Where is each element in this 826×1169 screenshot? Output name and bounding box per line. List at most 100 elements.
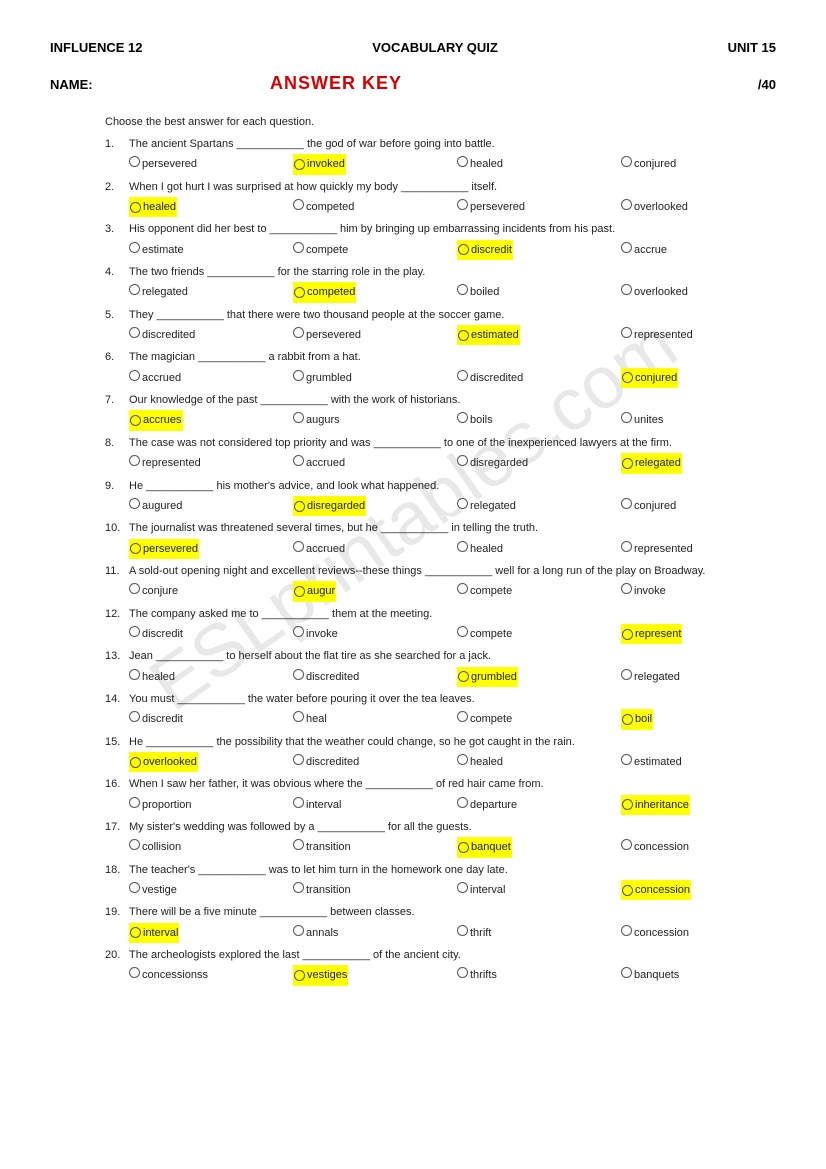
- option[interactable]: competed: [293, 282, 457, 302]
- options-row: healedcompetedpersevered overlooked: [129, 197, 776, 217]
- option[interactable]: represented: [621, 539, 785, 559]
- option[interactable]: relegated: [129, 282, 293, 302]
- option[interactable]: grumbled: [293, 368, 457, 388]
- option-label: collision: [142, 841, 181, 853]
- option[interactable]: heal: [293, 709, 457, 729]
- option[interactable]: invoked: [293, 154, 457, 174]
- name-row: NAME: ANSWER KEY /40: [50, 73, 776, 94]
- option[interactable]: accrues: [129, 410, 293, 430]
- option[interactable]: invoke: [621, 581, 785, 601]
- option[interactable]: accrued: [293, 453, 457, 473]
- option[interactable]: conjured: [621, 154, 785, 174]
- option[interactable]: banquets: [621, 965, 785, 985]
- option[interactable]: relegated: [621, 453, 785, 473]
- option[interactable]: persevered: [457, 197, 621, 217]
- option[interactable]: conjure: [129, 581, 293, 601]
- option[interactable]: thrifts: [457, 965, 621, 985]
- option[interactable]: healed: [457, 154, 621, 174]
- option[interactable]: represented: [129, 453, 293, 473]
- option[interactable]: concession: [621, 880, 785, 900]
- option[interactable]: transition: [293, 880, 457, 900]
- option[interactable]: banquet: [457, 837, 621, 857]
- option-label: vestiges: [307, 965, 347, 985]
- radio-icon: [621, 967, 632, 978]
- option[interactable]: transition: [293, 837, 457, 857]
- option[interactable]: discredit: [129, 709, 293, 729]
- option[interactable]: healed: [129, 667, 293, 687]
- option[interactable]: accrued: [293, 539, 457, 559]
- option[interactable]: competed: [293, 197, 457, 217]
- option[interactable]: compete: [457, 709, 621, 729]
- option[interactable]: interval: [457, 880, 621, 900]
- options-row: collisiontransitionbanquetconcession: [129, 837, 776, 857]
- option[interactable]: augurs: [293, 410, 457, 430]
- option[interactable]: proportion: [129, 795, 293, 815]
- option[interactable]: invoke: [293, 624, 457, 644]
- option[interactable]: discredited: [293, 752, 457, 772]
- option[interactable]: annals: [293, 923, 457, 943]
- option[interactable]: estimated: [621, 752, 785, 772]
- option[interactable]: discredited: [293, 667, 457, 687]
- options-row: discreditedperseveredestimatedrepresente…: [129, 325, 776, 345]
- option[interactable]: boils: [457, 410, 621, 430]
- option[interactable]: overlooked: [621, 197, 785, 217]
- option[interactable]: unites: [621, 410, 785, 430]
- option[interactable]: estimate: [129, 240, 293, 260]
- option[interactable]: compete: [457, 581, 621, 601]
- option-label: heal: [306, 713, 327, 725]
- option[interactable]: concessionss: [129, 965, 293, 985]
- option[interactable]: discredited: [457, 368, 621, 388]
- option[interactable]: departure: [457, 795, 621, 815]
- option[interactable]: represented: [621, 325, 785, 345]
- option[interactable]: conjured: [621, 368, 785, 388]
- option[interactable]: estimated: [457, 325, 621, 345]
- option[interactable]: overlooked: [621, 282, 785, 302]
- option[interactable]: inheritance: [621, 795, 785, 815]
- option[interactable]: vestige: [129, 880, 293, 900]
- question: 19.There will be a five minute _________…: [105, 902, 776, 943]
- option[interactable]: augur: [293, 581, 457, 601]
- option[interactable]: interval: [293, 795, 457, 815]
- option[interactable]: vestiges: [293, 965, 457, 985]
- option[interactable]: healed: [457, 752, 621, 772]
- option[interactable]: compete: [293, 240, 457, 260]
- question: 18.The teacher's ___________ was to let …: [105, 860, 776, 901]
- option[interactable]: augured: [129, 496, 293, 516]
- option-inner: relegated: [129, 282, 188, 302]
- option[interactable]: discredited: [129, 325, 293, 345]
- option[interactable]: represent: [621, 624, 785, 644]
- option-inner: discredit: [129, 624, 183, 644]
- option-label: overlooked: [634, 201, 688, 213]
- option[interactable]: thrift: [457, 923, 621, 943]
- option[interactable]: accrued: [129, 368, 293, 388]
- option[interactable]: healed: [129, 197, 293, 217]
- option[interactable]: boil: [621, 709, 785, 729]
- option[interactable]: collision: [129, 837, 293, 857]
- option[interactable]: persevered: [293, 325, 457, 345]
- option[interactable]: relegated: [621, 667, 785, 687]
- option-inner: augurs: [293, 410, 340, 430]
- option-label: augur: [307, 581, 335, 601]
- option[interactable]: interval: [129, 923, 293, 943]
- option[interactable]: persevered: [129, 154, 293, 174]
- option[interactable]: discredit: [129, 624, 293, 644]
- radio-icon: [129, 583, 140, 594]
- option[interactable]: accrue: [621, 240, 785, 260]
- option[interactable]: boiled: [457, 282, 621, 302]
- option[interactable]: disregarded: [457, 453, 621, 473]
- option[interactable]: conjured: [621, 496, 785, 516]
- option-inner: accrue: [621, 240, 667, 260]
- option[interactable]: grumbled: [457, 667, 621, 687]
- option[interactable]: relegated: [457, 496, 621, 516]
- question-number: 14.: [105, 689, 129, 709]
- option[interactable]: compete: [457, 624, 621, 644]
- option[interactable]: concession: [621, 837, 785, 857]
- option[interactable]: disregarded: [293, 496, 457, 516]
- option[interactable]: discredit: [457, 240, 621, 260]
- radio-icon: [293, 412, 304, 423]
- option[interactable]: concession: [621, 923, 785, 943]
- option-label: compete: [470, 628, 512, 640]
- option[interactable]: overlooked: [129, 752, 293, 772]
- option[interactable]: persevered: [129, 539, 293, 559]
- option[interactable]: healed: [457, 539, 621, 559]
